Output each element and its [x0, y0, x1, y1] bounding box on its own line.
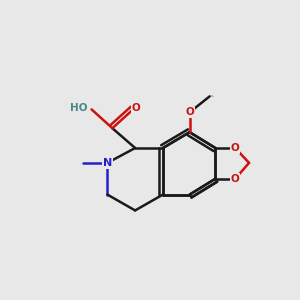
Text: O: O	[231, 174, 240, 184]
Text: methyl: methyl	[0, 299, 1, 300]
Text: HO: HO	[70, 103, 87, 113]
Text: O: O	[185, 107, 194, 117]
Text: O: O	[132, 103, 140, 113]
Text: methyl: methyl	[209, 95, 214, 97]
Text: O: O	[231, 143, 240, 153]
Text: N: N	[103, 158, 112, 168]
Text: methyl: methyl	[208, 94, 213, 96]
